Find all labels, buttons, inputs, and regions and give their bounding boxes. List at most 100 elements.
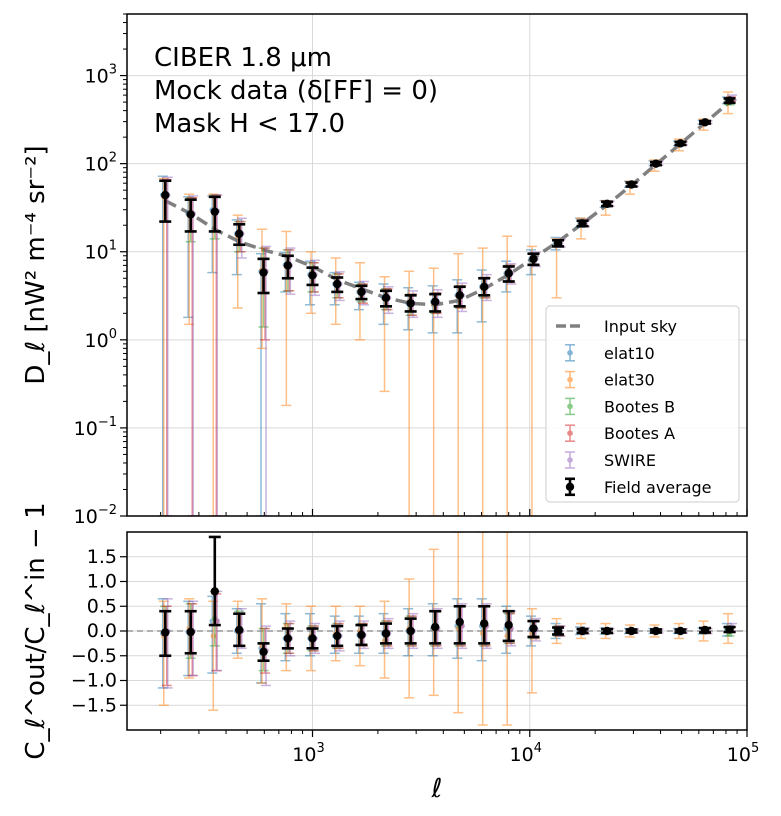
legend-label: Bootes B <box>604 397 675 416</box>
data-point <box>725 96 734 105</box>
legend: Input sky elat10 elat30 Bootes B Bootes A SWI… <box>545 305 740 503</box>
data-point <box>553 626 563 636</box>
data-point <box>455 617 464 627</box>
data-point <box>430 297 440 307</box>
legend-handle <box>565 397 575 416</box>
annotation-line: Mock data (δ[FF] = 0) <box>154 76 438 106</box>
legend-handle <box>565 451 575 469</box>
bottom-y-axis-label: C_ℓ^out/C_ℓ^in − 1 <box>21 502 51 759</box>
data-point <box>602 199 612 209</box>
data-point <box>627 626 636 636</box>
data-point <box>210 207 219 216</box>
legend-handle <box>565 477 575 497</box>
x-tick-labels: 103 104 105 <box>292 509 759 766</box>
y-tick-label: 10−1 <box>74 415 117 440</box>
data-point <box>651 159 661 168</box>
data-point <box>381 293 391 303</box>
y-tick-label: 10−2 <box>74 503 117 528</box>
data-point <box>259 268 268 277</box>
legend-handle-point <box>567 376 573 383</box>
legend-label: Bootes A <box>604 424 675 443</box>
x-tick-label-exponent: 3 <box>316 741 324 756</box>
y-tick-label: 102 <box>85 151 117 176</box>
y-tick-label-base: 10 <box>74 506 98 528</box>
bottom-y-tick-labels: −1.5−1.0 −0.5 0.0 0.51.0 1.5 <box>71 546 127 716</box>
y-tick-label: 0.5 <box>87 595 117 617</box>
y-tick-label: 100 <box>85 327 117 352</box>
top-series-group <box>157 91 738 516</box>
data-point <box>283 634 293 643</box>
bottom-series-group <box>157 532 738 726</box>
y-tick-label: 101 <box>85 239 117 264</box>
data-point <box>504 269 513 278</box>
y-tick-label-base: 10 <box>85 66 109 88</box>
x-tick-label-exponent: 5 <box>751 741 759 756</box>
y-tick-label: 1.5 <box>87 546 117 568</box>
y-tick-label-exponent: 0 <box>109 327 117 342</box>
legend-handle-point <box>565 482 575 491</box>
data-point <box>725 625 734 634</box>
data-point <box>529 254 538 264</box>
data-point <box>186 627 195 637</box>
data-point <box>283 261 293 270</box>
bottom-series-field-average <box>159 535 736 663</box>
legend-label: SWIRE <box>604 451 656 470</box>
y-tick-label: −0.5 <box>71 645 117 667</box>
y-tick-label: 103 <box>85 63 117 88</box>
x-axis-label: ℓ <box>431 774 443 804</box>
x-minor-ticks <box>123 13 738 734</box>
data-point <box>504 620 513 630</box>
legend-handle-point <box>567 350 573 356</box>
data-point <box>210 587 219 596</box>
data-point <box>479 619 489 628</box>
data-point <box>676 139 685 148</box>
data-point <box>651 626 661 636</box>
data-point <box>529 624 538 633</box>
legend-box <box>545 305 740 503</box>
data-point <box>357 630 366 640</box>
x-tick-label-base: 10 <box>510 744 534 766</box>
y-tick-label-base: 10 <box>85 242 109 264</box>
y-tick-label: 0.0 <box>87 620 117 642</box>
data-point <box>700 118 710 127</box>
x-tick-label: 105 <box>727 741 759 766</box>
data-point <box>161 190 170 200</box>
data-point <box>406 299 415 308</box>
y-tick-label-base: 10 <box>74 418 98 440</box>
y-tick-label-exponent: 1 <box>109 239 117 254</box>
legend-label: Field average <box>604 478 712 497</box>
data-point <box>161 628 170 637</box>
annotation-line: Mask H < 17.0 <box>154 109 345 139</box>
data-point <box>602 626 612 636</box>
data-point <box>235 229 244 238</box>
data-point <box>406 626 415 636</box>
data-point <box>186 210 195 219</box>
legend-label: Input sky <box>604 317 677 336</box>
legend-label: elat10 <box>604 344 655 363</box>
data-point <box>676 626 685 636</box>
data-point <box>430 622 440 632</box>
y-tick-label-exponent: 2 <box>109 151 117 166</box>
annotation-line: CIBER 1.8 μm <box>154 43 332 73</box>
data-point <box>259 647 268 656</box>
data-point <box>627 180 636 189</box>
data-point <box>578 626 587 636</box>
x-tick-label: 104 <box>510 741 542 766</box>
data-point <box>700 625 710 635</box>
y-tick-label-exponent: −1 <box>98 415 117 430</box>
y-tick-label-exponent: 3 <box>109 63 117 78</box>
x-tick-label-exponent: 4 <box>534 741 542 756</box>
x-tick-label-base: 10 <box>727 744 751 766</box>
data-point <box>357 287 366 297</box>
legend-handle-point <box>567 430 573 437</box>
y-tick-label: 1.0 <box>87 571 117 593</box>
data-point <box>381 629 391 638</box>
legend-handle <box>565 370 575 389</box>
legend-handle <box>565 344 575 362</box>
y-tick-label-base: 10 <box>85 154 109 176</box>
y-tick-label: −1.0 <box>71 670 117 692</box>
legend-handle-point <box>567 403 573 410</box>
